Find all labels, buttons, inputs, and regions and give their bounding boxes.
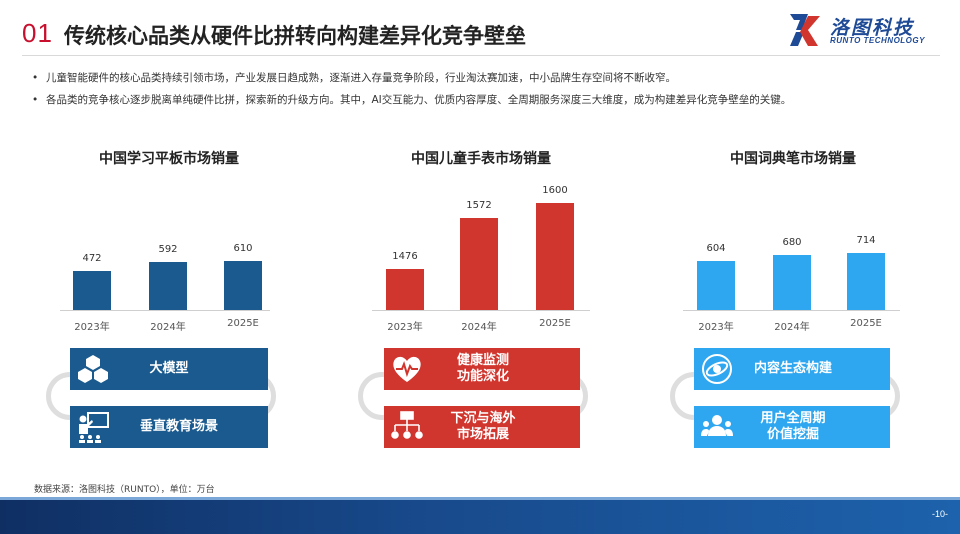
card-label: 下沉与海外 市场拓展 (450, 411, 516, 442)
network-tree-icon (391, 411, 423, 439)
bar-value-label: 1572 (466, 200, 492, 211)
chart-bar (149, 262, 187, 310)
bar-value-label: 680 (782, 237, 802, 248)
feature-card: 内容生态构建 (694, 348, 890, 390)
runto-logo-icon (790, 14, 820, 46)
category-label: 2025E (539, 318, 571, 329)
logo-name-en: RUNTO TECHNOLOGY (830, 36, 925, 45)
company-logo: 洛图科技 RUNTO TECHNOLOGY (786, 12, 946, 48)
category-label: 2025E (227, 318, 259, 329)
footer-accent (0, 497, 960, 500)
bar-value-label: 472 (82, 253, 102, 264)
bullet-item: 儿童智能硬件的核心品类持续引领市场，产业发展日趋成熟，逐渐进入存量竞争阶段，行业… (32, 67, 942, 89)
chart-baseline (60, 310, 270, 311)
bar-value-label: 610 (233, 243, 253, 254)
category-label: 2023年 (74, 322, 110, 333)
chart-baseline (372, 310, 590, 311)
category-label: 2024年 (774, 322, 810, 333)
bar-value-label: 592 (158, 244, 178, 255)
chart-baseline (683, 310, 900, 311)
chart-bar (73, 271, 111, 310)
chart-title-watch: 中国儿童手表市场销量 (411, 151, 551, 167)
card-label: 大模型 (149, 361, 189, 376)
chart-bar (697, 261, 735, 310)
feature-card: 大模型 (70, 348, 268, 390)
chart-bar (224, 261, 262, 310)
logo-name-cn: 洛图科技 (830, 17, 915, 39)
heart-pulse-icon (393, 356, 421, 382)
feature-card: 健康监测 功能深化 (384, 348, 580, 390)
category-label: 2024年 (150, 322, 186, 333)
bullet-list: 儿童智能硬件的核心品类持续引领市场，产业发展日趋成熟，逐渐进入存量竞争阶段，行业… (32, 67, 942, 111)
chart-title-tablet: 中国学习平板市场销量 (99, 151, 239, 167)
feature-card: 下沉与海外 市场拓展 (384, 406, 580, 448)
chart-bar (847, 253, 885, 310)
feature-card: 用户全周期 价值挖掘 (694, 406, 890, 448)
users-icon (701, 415, 733, 436)
card-label: 内容生态构建 (753, 361, 832, 376)
chart-bar (536, 203, 574, 310)
card-label: 健康监测 功能深化 (456, 353, 509, 384)
feature-card: 垂直教育场景 (70, 406, 268, 448)
category-label: 2025E (850, 318, 882, 329)
slide-header: 01 传统核心品类从硬件比拼转向构建差异化竞争壁垒 洛图科技 RUNTO TEC… (0, 0, 960, 60)
card-label: 垂直教育场景 (139, 419, 218, 434)
category-label: 2023年 (698, 322, 734, 333)
data-source: 数据来源：洛图科技（RUNTO），单位：万台 (34, 485, 215, 495)
card-label: 用户全周期 价值挖掘 (760, 411, 826, 442)
header-divider (22, 55, 940, 56)
chart-title-pen: 中国词典笔市场销量 (730, 151, 856, 167)
bar-value-label: 1476 (392, 251, 418, 262)
category-label: 2024年 (461, 322, 497, 333)
bar-value-label: 714 (856, 235, 876, 246)
category-label: 2023年 (387, 322, 423, 333)
cubes-icon (78, 355, 108, 383)
chart-bar (460, 218, 498, 310)
section-number: 01 (22, 18, 53, 48)
bar-value-label: 1600 (542, 185, 568, 196)
orbit-icon (702, 354, 732, 384)
bullet-item: 各品类的竞争核心逐步脱离单纯硬件比拼，探索新的升级方向。其中，AI交互能力、优质… (32, 89, 942, 111)
teacher-board-icon (79, 412, 109, 443)
chart-bar (386, 269, 424, 310)
chart-bar (773, 255, 811, 310)
footer-bar (0, 500, 960, 534)
page-number: -10- (931, 509, 948, 519)
slide-title: 传统核心品类从硬件比拼转向构建差异化竞争壁垒 (64, 24, 526, 48)
bar-value-label: 604 (706, 243, 726, 254)
